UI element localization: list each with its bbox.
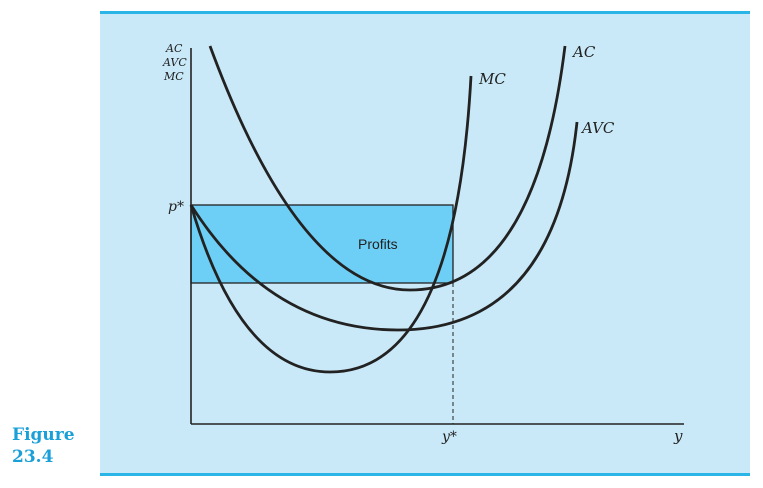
y-axis-title-line-1: AC: [165, 42, 183, 55]
mc-label: MC: [478, 70, 506, 88]
mc-curve: [189, 75, 473, 374]
ac-label: AC: [571, 43, 596, 61]
price-label: p*: [168, 199, 184, 215]
y-axis-title-line-2: AVC: [162, 56, 187, 69]
avc-label: AVC: [580, 119, 615, 137]
figure-caption: Figure 23.4: [12, 424, 75, 468]
profits-region: [190, 204, 454, 284]
bottom-rule: [100, 473, 750, 476]
ac-curve: [208, 45, 567, 292]
profits-label: Profits: [358, 236, 398, 252]
figure-caption-number: 23.4: [12, 447, 54, 467]
quantity-label: y*: [441, 429, 457, 445]
figure-caption-word: Figure: [12, 425, 75, 445]
y-axis-title-line-3: MC: [163, 70, 184, 83]
top-rule: [100, 11, 750, 14]
avc-curve: [189, 121, 579, 332]
x-axis-label: y: [673, 427, 683, 445]
